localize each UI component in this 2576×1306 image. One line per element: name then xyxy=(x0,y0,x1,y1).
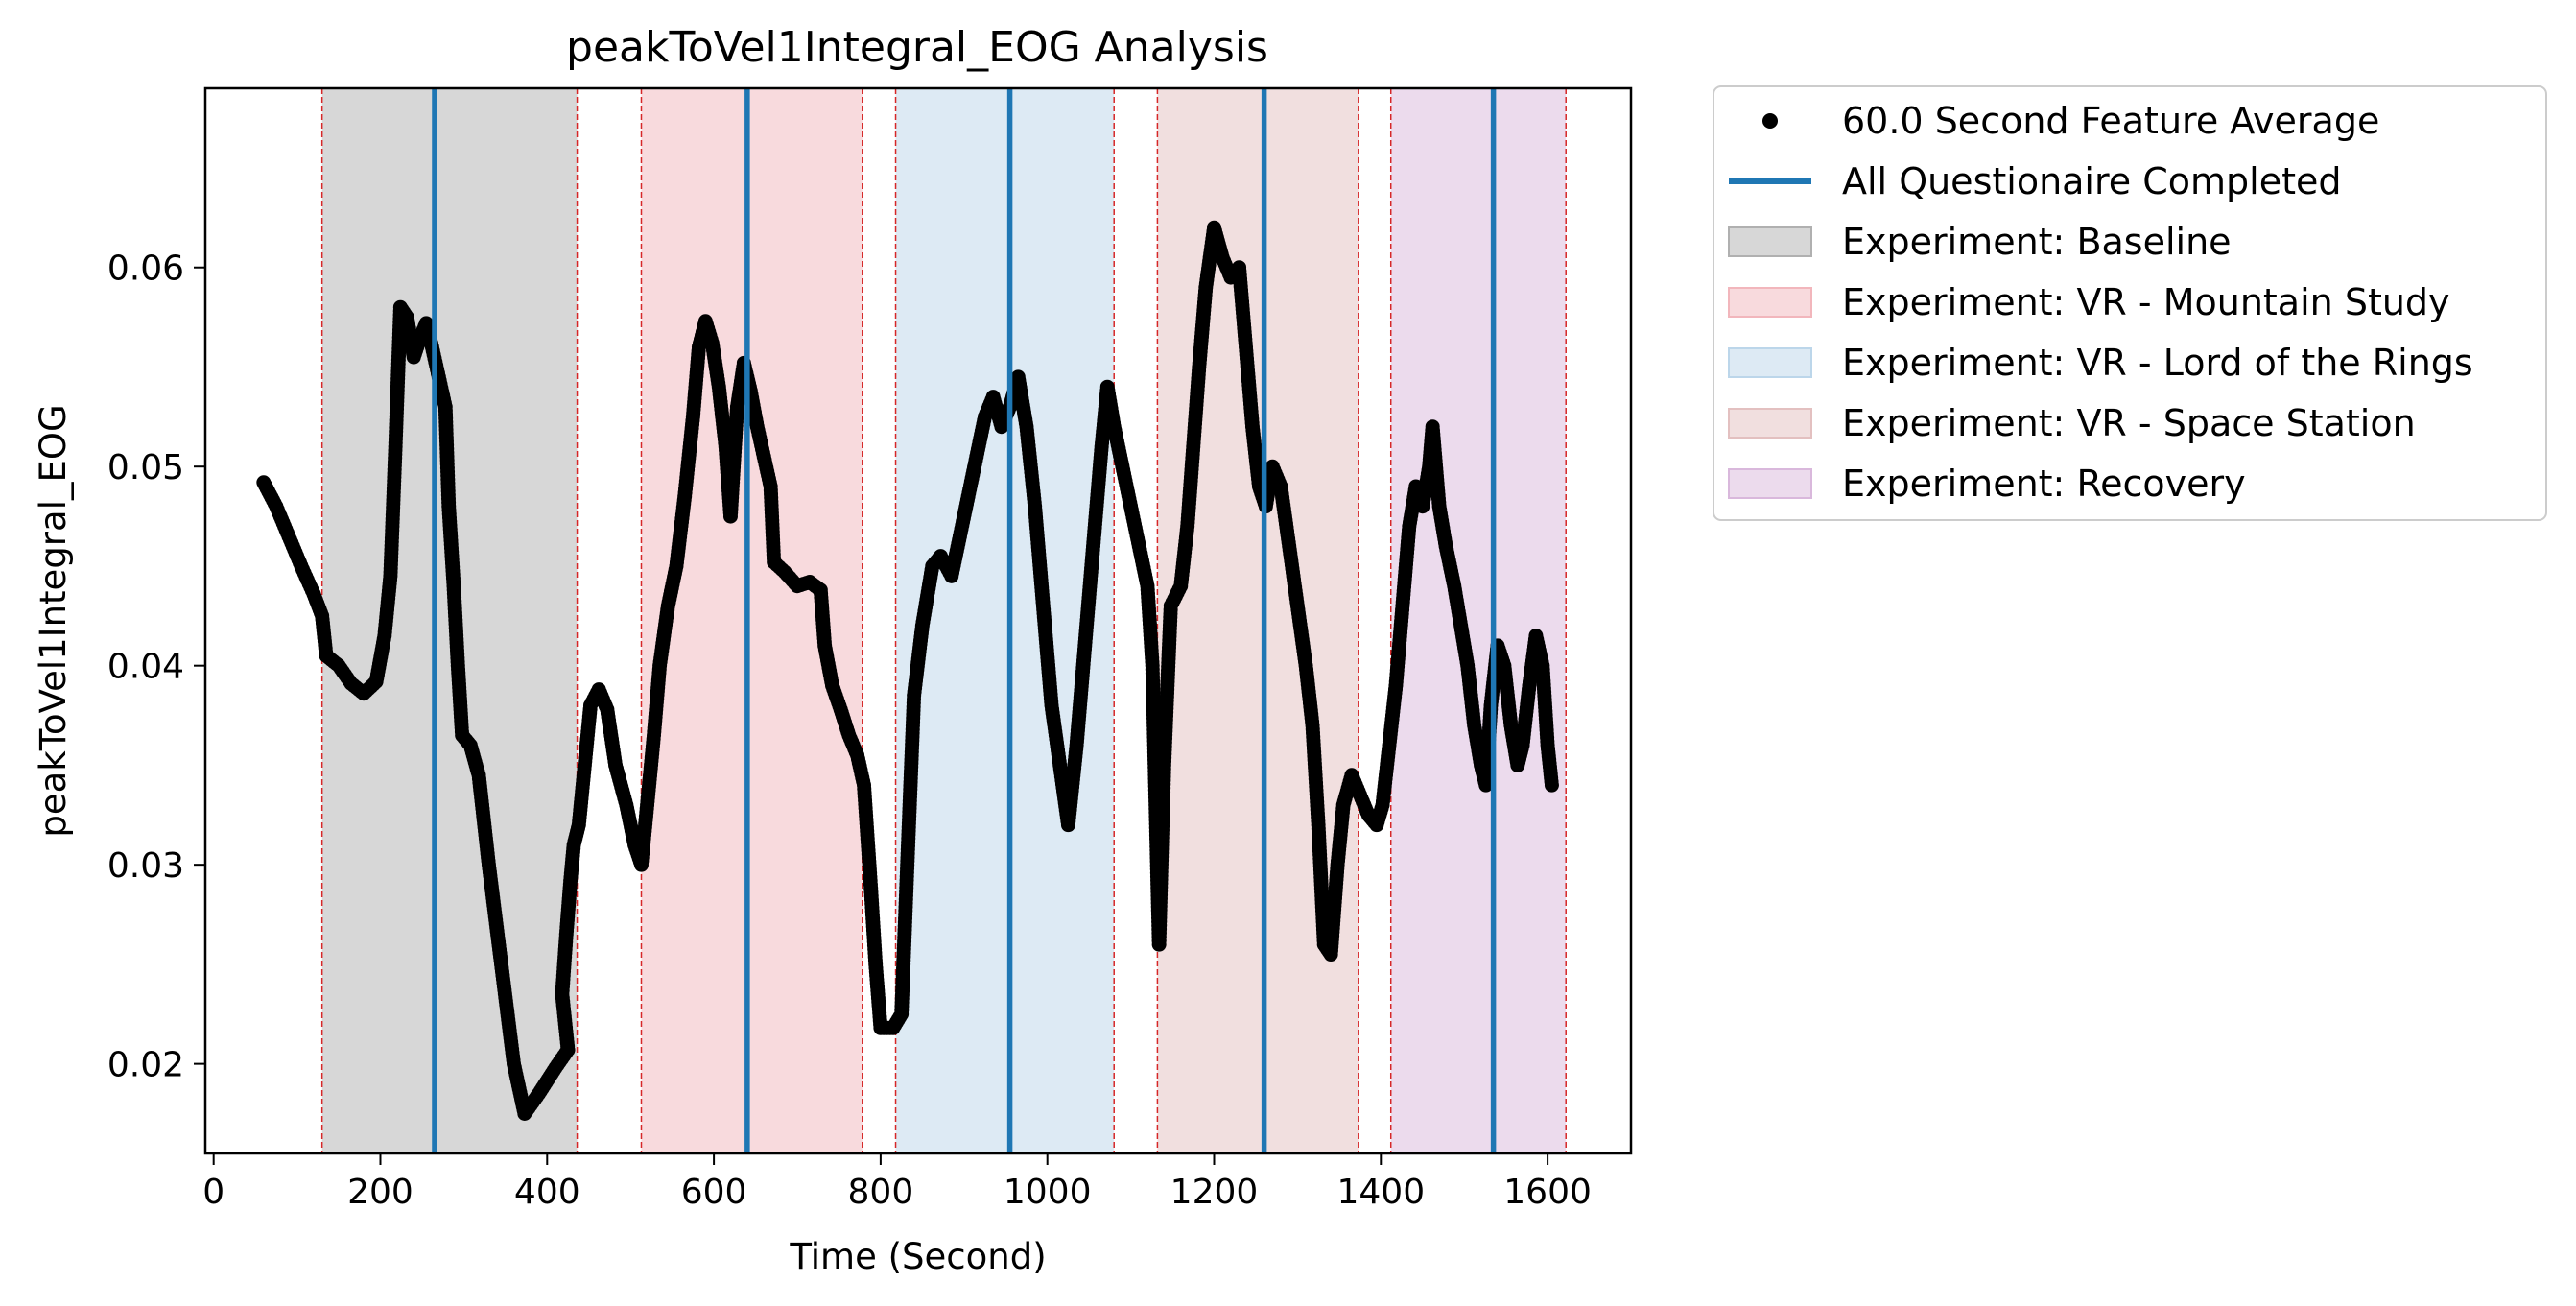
x-tick-label: 800 xyxy=(848,1173,914,1212)
region-4 xyxy=(1390,88,1567,1153)
legend-patch xyxy=(1728,468,1812,499)
region-3 xyxy=(1157,88,1359,1153)
y-tick-label: 0.03 xyxy=(107,846,184,886)
legend-label: Experiment: Baseline xyxy=(1842,221,2232,263)
x-tick-label: 200 xyxy=(347,1173,414,1212)
region-2 xyxy=(895,88,1115,1153)
x-axis-title: Time (Second) xyxy=(789,1236,1046,1277)
legend-frame xyxy=(1713,85,2547,521)
legend-label: All Questionaire Completed xyxy=(1842,160,2342,202)
y-tick-label: 0.02 xyxy=(107,1046,184,1085)
legend-label: Experiment: VR - Space Station xyxy=(1842,402,2416,444)
y-axis: 0.02 0.03 0.04 0.05 0.06 xyxy=(107,249,205,1085)
x-tick-label: 600 xyxy=(681,1173,747,1212)
x-axis: 0 200 400 600 800 1000 1200 1400 1600 xyxy=(202,1153,1592,1212)
legend-label: Experiment: VR - Mountain Study xyxy=(1842,281,2450,323)
x-tick-label: 0 xyxy=(202,1173,225,1212)
x-tick-label: 1600 xyxy=(1503,1173,1592,1212)
x-tick-label: 1200 xyxy=(1170,1173,1259,1212)
chart-title: peakToVel1Integral_EOG Analysis xyxy=(566,23,1268,72)
scatter-series xyxy=(256,220,1559,1122)
x-tick-label: 400 xyxy=(514,1173,580,1212)
legend-marker xyxy=(1762,113,1778,129)
legend: 60.0 Second Feature Average All Questiona… xyxy=(1713,85,2547,521)
y-tick-label: 0.05 xyxy=(107,448,184,487)
y-tick-label: 0.06 xyxy=(107,249,184,289)
x-tick-label: 1400 xyxy=(1336,1173,1425,1212)
legend-label: Experiment: VR - Lord of the Rings xyxy=(1842,342,2473,384)
x-tick-label: 1000 xyxy=(1004,1173,1092,1212)
plot-frame xyxy=(203,86,1633,1155)
y-axis-title: peakToVel1Integral_EOG xyxy=(33,404,74,837)
legend-label: Experiment: Recovery xyxy=(1842,463,2246,505)
legend-patch xyxy=(1728,226,1812,257)
data-point xyxy=(1544,777,1559,793)
legend-patch xyxy=(1728,408,1812,439)
legend-patch xyxy=(1728,287,1812,318)
y-tick-label: 0.04 xyxy=(107,648,184,687)
legend-label: 60.0 Second Feature Average xyxy=(1842,100,2379,142)
plot-area xyxy=(256,88,1567,1153)
legend-patch xyxy=(1728,347,1812,378)
